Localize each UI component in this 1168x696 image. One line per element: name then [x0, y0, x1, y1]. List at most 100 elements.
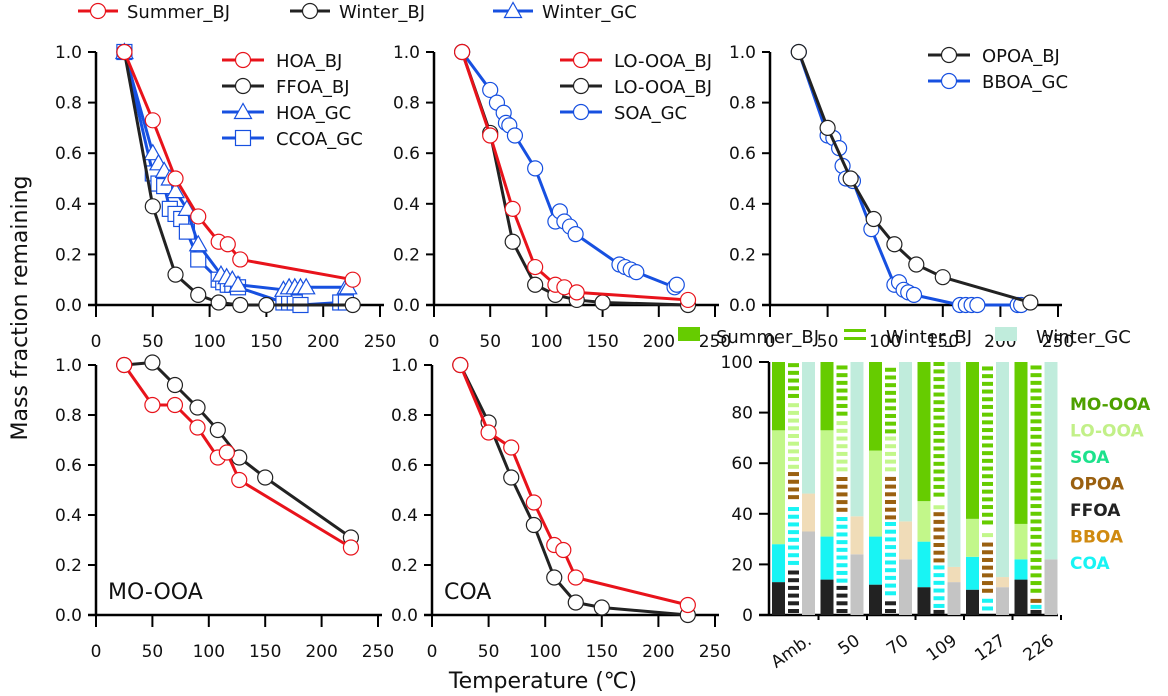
x-tick-label: 0	[765, 332, 776, 352]
data-point	[905, 286, 923, 303]
legend-marker-circle	[234, 77, 252, 95]
data-point	[482, 81, 499, 99]
stripe	[788, 522, 799, 527]
bar-segment-gc-hoa	[1044, 559, 1058, 615]
stripe	[1030, 434, 1042, 439]
stripe	[836, 524, 848, 529]
y-tick-label: 0.6	[729, 144, 756, 164]
data-point	[116, 43, 133, 61]
data-point	[567, 226, 584, 243]
data-point	[527, 160, 544, 177]
panel-label: COA	[444, 580, 491, 605]
stripe	[982, 451, 993, 456]
bar-segment-winter-mo-ooa	[836, 365, 848, 416]
component-legend-bboa: BBOA	[1070, 528, 1124, 548]
bar-segment-winter-lo-ooa	[836, 421, 848, 472]
stripe	[1030, 450, 1042, 455]
bar-x-tick-label: Amb.	[768, 631, 816, 673]
data-point	[908, 256, 925, 273]
stripe	[982, 557, 993, 562]
stripe	[933, 392, 945, 397]
stripe	[982, 598, 993, 603]
legend-item: LO-OOA_BJ	[560, 51, 712, 72]
data-point	[842, 170, 859, 187]
data-point	[790, 43, 807, 61]
y-tick-label: 0.8	[55, 94, 82, 114]
y-tick-label: 0.2	[391, 556, 418, 576]
stripe	[1030, 419, 1042, 424]
stripe	[982, 374, 993, 379]
stripe	[1030, 442, 1042, 447]
x-tick-label: 100	[529, 642, 561, 662]
stripe	[788, 570, 799, 575]
data-point	[344, 296, 361, 314]
stripe	[1030, 480, 1042, 485]
data-point	[210, 294, 227, 311]
stripe	[933, 609, 945, 614]
data-point	[209, 421, 226, 439]
stripe	[1030, 488, 1042, 493]
legend-item: FFOA_BJ	[222, 77, 350, 98]
bar-segment-gc-soa	[850, 362, 864, 517]
data-point	[1022, 294, 1039, 311]
stripe	[1030, 604, 1042, 609]
stripe	[885, 529, 896, 534]
stripe	[885, 552, 896, 557]
x-tick-label: 200	[643, 332, 675, 352]
data-point	[668, 276, 685, 293]
stripe	[885, 367, 896, 372]
stripe	[836, 444, 848, 449]
legend-item: HOA_GC	[222, 102, 351, 124]
y-tick-label: 0.8	[729, 94, 756, 114]
data-point	[258, 296, 275, 314]
bar-segment-winter-mo-ooa	[885, 367, 896, 434]
data-point	[166, 396, 184, 414]
stripe	[885, 492, 896, 497]
y-tick-label: 0.0	[55, 606, 82, 626]
stripe	[933, 492, 945, 497]
data-point	[144, 198, 161, 215]
legend-marker-triangle	[233, 102, 253, 120]
x-tick-label: 100	[193, 332, 225, 352]
legend-marker-triangle	[503, 1, 523, 19]
stripe	[885, 436, 896, 441]
y-tick-label: 0.2	[55, 556, 82, 576]
stripe	[885, 560, 896, 565]
x-tick-label: 50	[142, 332, 164, 352]
stripe	[788, 393, 799, 398]
stripe	[933, 573, 945, 578]
line-panels: 0.00.20.40.60.81.00 50 100 150 200 250HOA_BJF…	[55, 42, 1074, 662]
stripe	[788, 593, 799, 598]
data-point	[218, 444, 235, 461]
y-tick-label: 1.0	[729, 43, 756, 63]
legend-marker-circle	[940, 46, 958, 64]
bar-segment-gc-soa	[996, 362, 1009, 578]
stripe	[982, 366, 993, 371]
bar-segment-summer-mo-ooa	[820, 362, 834, 431]
stripe	[982, 565, 993, 570]
stripe	[982, 489, 993, 494]
legend-label: HOA_BJ	[276, 51, 342, 72]
bar-segment-gc-hoa	[802, 531, 815, 615]
panel-legend: HOA_BJ FFOA_BJ HOA_GC CCOA_GC	[222, 51, 363, 150]
bar-group-226	[1014, 362, 1058, 615]
bar-segment-gc-soa	[1044, 362, 1058, 560]
legend-marker-circle	[572, 77, 590, 95]
stripe	[933, 454, 945, 459]
legend-label: Winter_GC	[542, 2, 637, 23]
legend-marker-circle	[89, 2, 107, 20]
legend-item: OPOA_BJ	[928, 46, 1060, 67]
stripe	[1030, 519, 1042, 524]
legend-item: HOA_BJ	[222, 51, 342, 72]
x-tick-label: 150	[250, 332, 282, 352]
legend-marker-square	[234, 129, 252, 147]
bar-x-tick-label: 70	[883, 631, 912, 660]
series-lo-ooa-bj	[454, 43, 697, 309]
stripe	[933, 377, 945, 382]
data-point	[886, 236, 903, 253]
stripe	[885, 398, 896, 403]
stripe	[933, 596, 945, 601]
data-point	[116, 356, 133, 374]
x-tick-label: 50	[479, 332, 501, 352]
stripe	[1030, 527, 1042, 532]
